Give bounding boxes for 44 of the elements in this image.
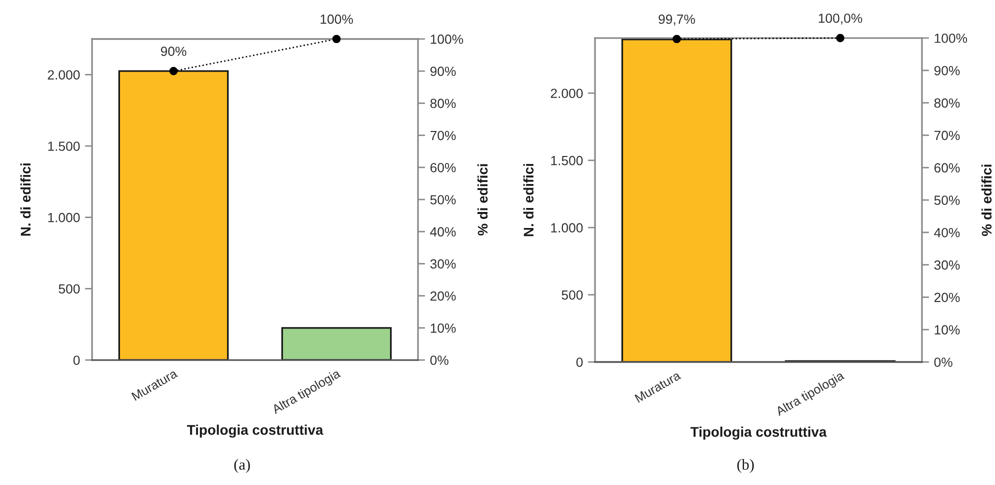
y2-tick-label: 10% [934,325,960,335]
y2-tick-label: 20% [430,291,456,301]
y2-tick-label: 10% [430,323,456,333]
y-tick-label: 500 [58,284,80,294]
data-label: 99,7% [658,14,695,26]
y-tick-label: 2.000 [550,88,583,98]
y-tick-label: 0 [73,356,80,365]
data-label: 90% [160,46,186,56]
y2-axis-title: % di edifici [981,164,992,236]
y2-tick-label: 50% [934,196,960,205]
y2-tick-label: 60% [934,163,960,173]
y-tick-label: 1.000 [48,212,80,222]
y-tick-label: 0 [576,358,583,367]
y2-tick-label: 30% [430,259,456,269]
x-axis-title: Tipologia costruttiva [690,426,827,440]
x-axis-title: Tipologia costruttiva [187,424,324,438]
y-tick-label: 1.500 [48,142,80,151]
y2-tick-label: 70% [934,130,960,140]
y-tick-label: 1.000 [551,223,583,232]
y2-tick-label: 50% [430,195,456,204]
y2-tick-label: 0% [430,356,448,365]
data-label: 100,0% [818,14,862,24]
y2-tick-label: 90% [934,66,960,76]
y2-tick-label: 80% [430,98,456,108]
y-tick-label: 500 [562,290,583,300]
y2-axis-title: % di edifici [477,164,488,236]
y-tick-label: 2.000 [48,70,80,80]
y2-tick-label: 100% [430,34,464,44]
y2-tick-label: 100% [934,34,968,43]
y2-tick-label: 40% [430,227,456,237]
y-axis-title: N. di edifici [523,164,534,236]
text: (b) [737,459,754,473]
y2-tick-label: 90% [430,66,456,76]
text: (a) [234,459,250,473]
y2-tick-label: 30% [934,260,960,270]
y2-tick-label: 70% [430,130,456,140]
data-label: 100% [320,14,353,24]
y2-tick-label: 60% [430,162,456,172]
y-axis-title: N. di edifici [20,163,31,236]
y-tick-label: 1.500 [551,156,583,166]
y2-tick-label: 80% [934,98,960,108]
y2-tick-label: 40% [934,228,960,238]
y2-tick-label: 20% [934,292,960,302]
y2-tick-label: 0% [934,358,952,367]
